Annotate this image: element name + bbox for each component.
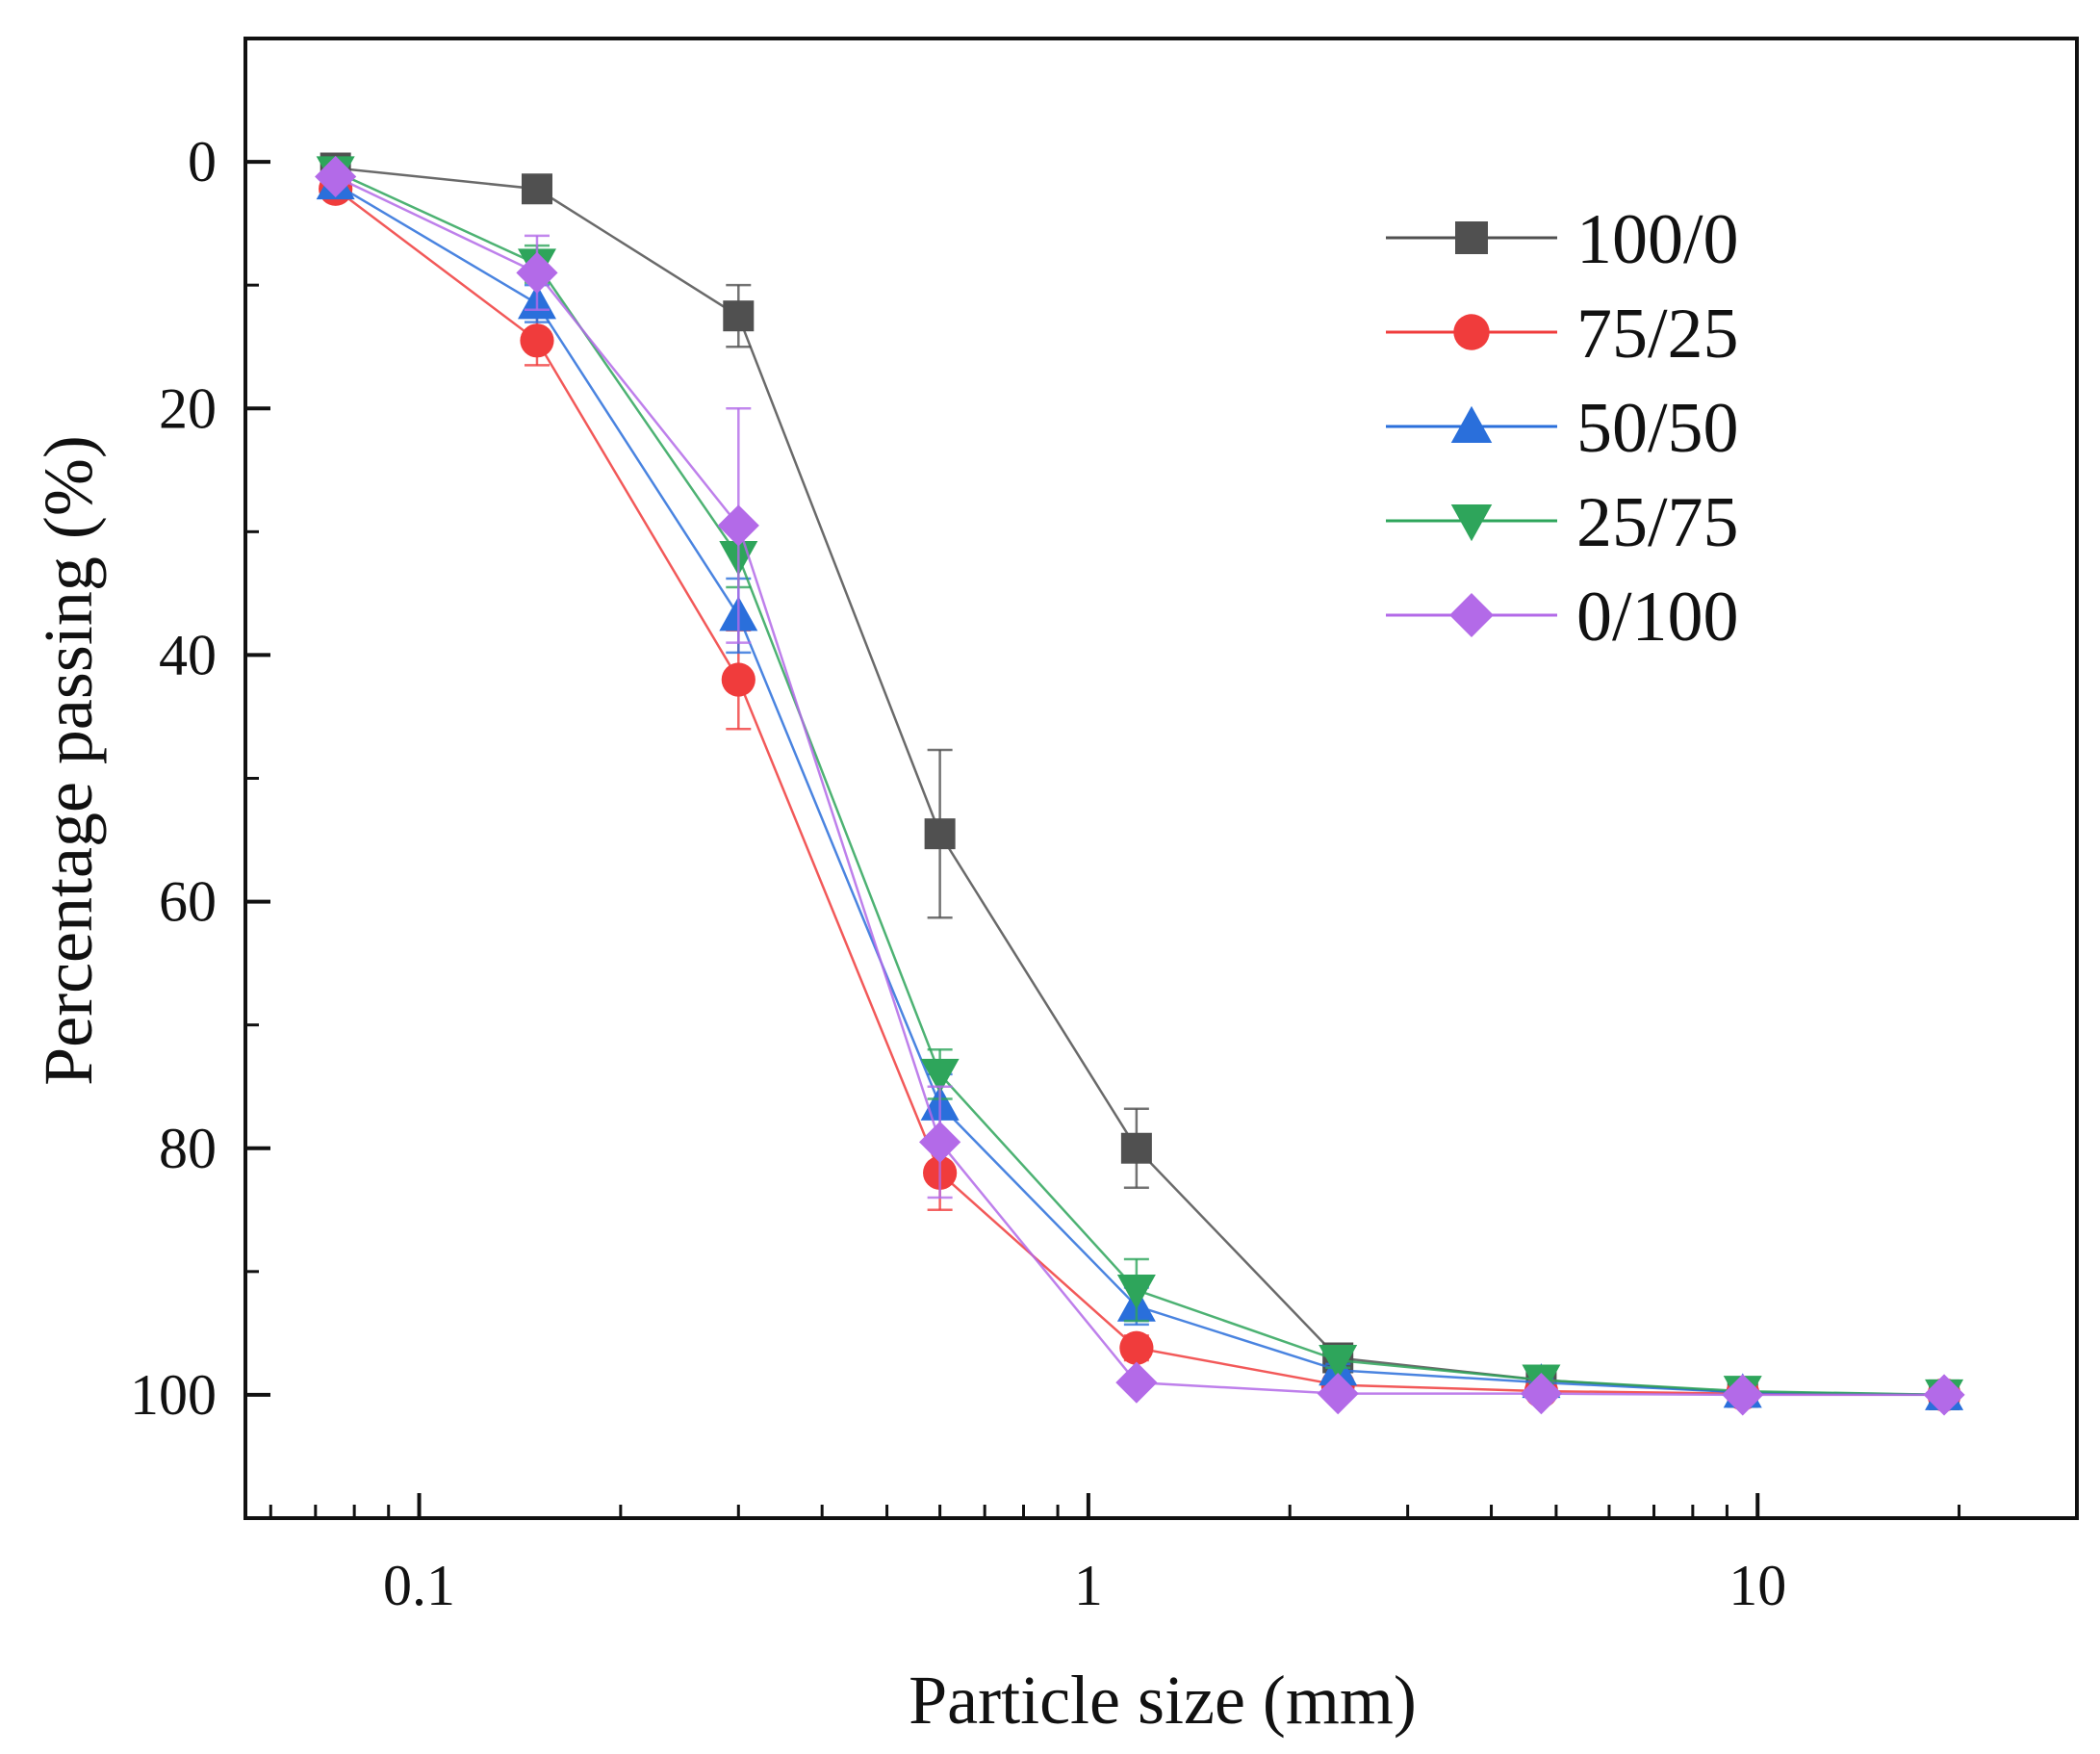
y-tick-label: 60	[159, 870, 217, 934]
legend: 100/0 75/25 50/50 25/75 0/100	[1386, 200, 1739, 657]
data-point	[521, 173, 552, 205]
x-tick-label: 1	[1074, 1554, 1103, 1617]
y-tick-label: 100	[130, 1363, 217, 1427]
plot-border	[243, 37, 2079, 1520]
y-axis: 0 20 40 60 80 100	[130, 130, 270, 1427]
data-point	[924, 818, 956, 850]
plot-frame	[243, 37, 2079, 1520]
x-axis-title: Particle size (mm)	[909, 1662, 1417, 1739]
data-point	[717, 504, 759, 547]
data-point	[1119, 1330, 1154, 1365]
y-axis-title: Percentage passing (%)	[30, 435, 107, 1086]
legend-label: 25/75	[1576, 483, 1739, 562]
legend-marker	[1449, 593, 1494, 637]
x-tick-label: 0.1	[383, 1554, 455, 1617]
data-point	[1520, 1373, 1563, 1415]
data-point	[520, 323, 554, 358]
data-point	[1120, 1132, 1152, 1164]
legend-item: 100/0	[1386, 200, 1739, 279]
legend-marker	[1450, 504, 1493, 542]
y-tick-label: 0	[188, 130, 217, 193]
legend-item: 50/50	[1386, 389, 1739, 468]
data-point	[1116, 1275, 1156, 1310]
data-point	[723, 300, 755, 332]
y-tick-label: 20	[159, 376, 217, 440]
legend-item: 75/25	[1386, 295, 1739, 374]
x-tick-label: 10	[1729, 1554, 1786, 1617]
series-0-100	[315, 155, 1965, 1416]
data-point	[516, 251, 558, 294]
y-tick-label: 40	[159, 623, 217, 686]
data-point	[315, 155, 357, 198]
data-point	[1722, 1374, 1764, 1416]
legend-marker	[1455, 221, 1488, 254]
legend-item: 0/100	[1386, 578, 1739, 657]
data-point	[1319, 1345, 1358, 1380]
x-axis: 0.1 1 10	[269, 1493, 2079, 1617]
data-point	[1115, 1361, 1158, 1404]
legend-item: 25/75	[1386, 483, 1739, 562]
legend-label: 0/100	[1576, 578, 1739, 657]
legend-label: 100/0	[1576, 200, 1739, 279]
legend-marker	[1453, 314, 1490, 350]
legend-marker	[1450, 405, 1493, 443]
legend-label: 75/25	[1576, 295, 1739, 374]
data-point	[920, 1058, 960, 1094]
legend-label: 50/50	[1576, 389, 1739, 468]
data-point	[919, 1121, 961, 1163]
data-point	[1923, 1374, 1965, 1416]
data-point	[1317, 1373, 1359, 1415]
y-tick-label: 80	[159, 1117, 217, 1180]
data-point	[721, 662, 755, 697]
series-layer	[315, 152, 1965, 1416]
